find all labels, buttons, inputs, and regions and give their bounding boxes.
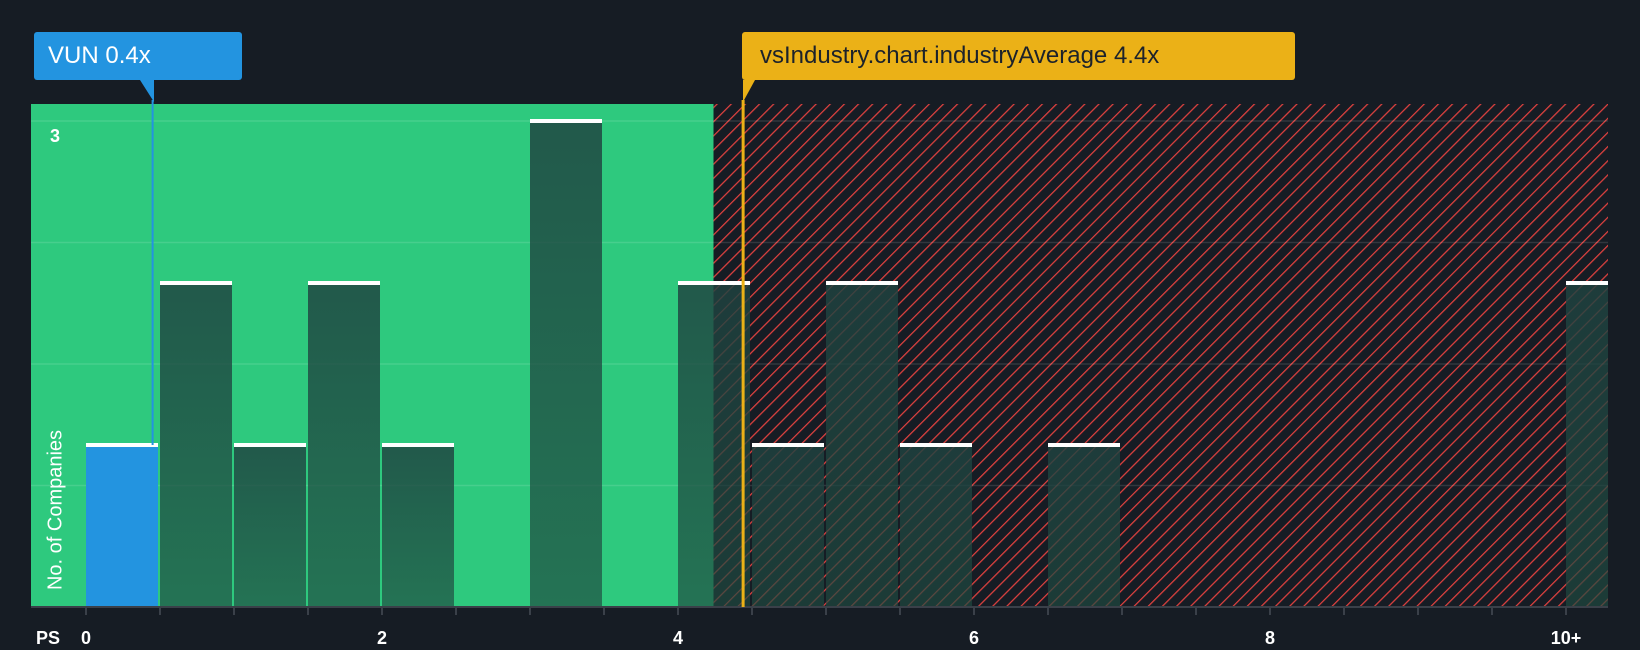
bar-cap <box>308 281 380 285</box>
bar-cap <box>826 281 898 285</box>
histogram-bar <box>530 121 602 607</box>
histogram-bar <box>1566 283 1608 607</box>
bar-cap <box>1048 443 1120 447</box>
histogram-bar <box>308 283 380 607</box>
histogram-bar <box>160 283 232 607</box>
y-tick-3: 3 <box>50 126 61 146</box>
histogram-bar <box>826 283 898 607</box>
industry-average-callout: vsIndustry.chart.industryAverage 4.4x <box>742 32 1295 80</box>
bar-cap <box>530 119 602 123</box>
company-ps-callout: VUN 0.4x <box>34 32 242 80</box>
histogram-bar <box>752 445 824 607</box>
bar-cap <box>160 281 232 285</box>
value-markers <box>151 100 745 607</box>
bar-cap <box>752 443 824 447</box>
x-tick-label: 10+ <box>1550 628 1582 648</box>
y-axis-title: No. of Companies <box>44 429 67 591</box>
bar-cap <box>678 281 750 285</box>
company-ps-label: VUN 0.4x <box>48 42 151 69</box>
x-tick-label: 8 <box>1264 628 1276 648</box>
histogram-bar <box>382 445 454 607</box>
x-tick-label: 6 <box>968 628 980 648</box>
histogram-bar <box>1048 445 1120 607</box>
histogram-bar <box>678 283 750 607</box>
bar-cap <box>382 443 454 447</box>
company-bar <box>86 445 158 607</box>
x-tick-label: 4 <box>672 628 684 648</box>
histogram-bar <box>900 445 972 607</box>
bar-cap <box>234 443 306 447</box>
histogram-bar <box>234 445 306 607</box>
company-callout-pointer <box>140 80 154 102</box>
industry-average-label: vsIndustry.chart.industryAverage 4.4x <box>760 42 1160 69</box>
x-tick-label: 0 <box>80 628 92 648</box>
x-tick-label: 2 <box>376 628 388 648</box>
histogram-bars <box>86 119 1608 607</box>
bar-cap <box>900 443 972 447</box>
industry-callout-pointer <box>743 80 755 102</box>
bar-cap <box>86 443 158 447</box>
x-axis-title: PS <box>36 628 61 648</box>
x-axis <box>31 606 1608 615</box>
bar-cap <box>1566 281 1608 285</box>
